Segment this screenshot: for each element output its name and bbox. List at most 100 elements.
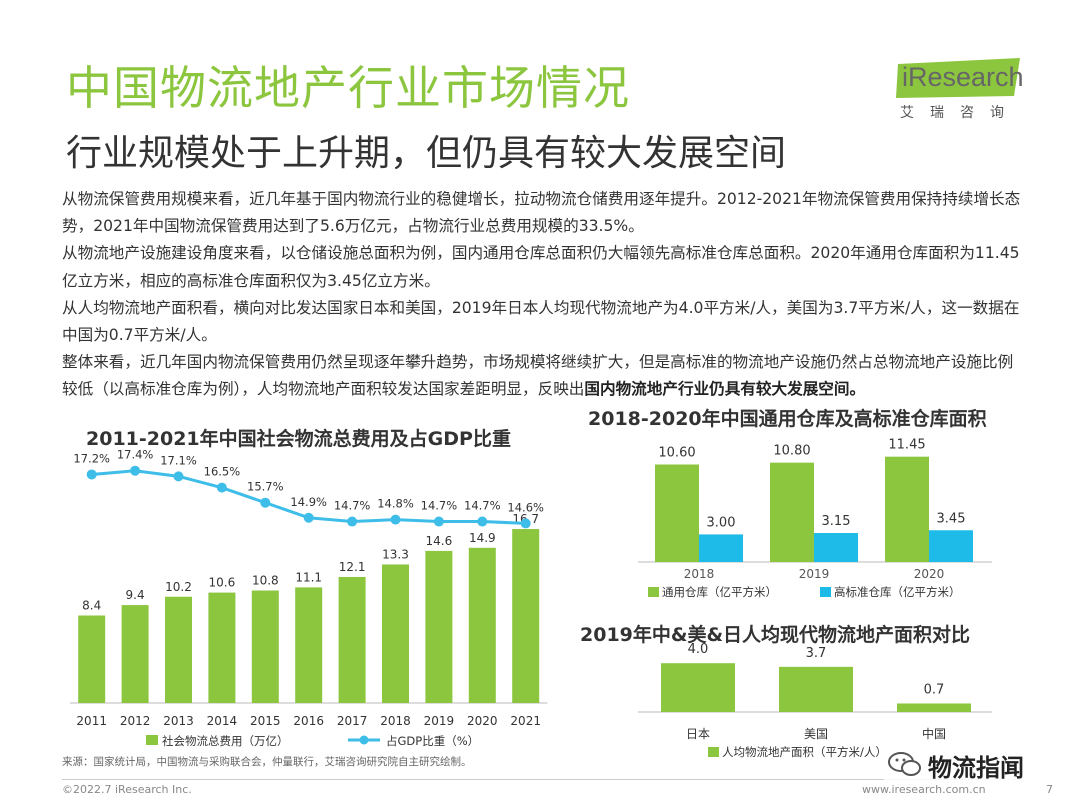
chart1-bar — [208, 592, 236, 703]
wechat-icon — [888, 752, 921, 776]
chart1-line-label: 17.4% — [117, 450, 154, 462]
iresearch-logo: iResearch 艾瑞咨询 — [896, 58, 1026, 124]
paragraph-2: 从物流地产设施建设角度来看，以仓储设施总面积为例，国内通用仓库总面积仍大幅领先高… — [62, 244, 1020, 290]
chart1-line-point — [86, 469, 97, 480]
chart1-x-tick: 2012 — [120, 714, 151, 728]
chart2-x-tick: 2019 — [799, 567, 830, 581]
chart1-bar — [295, 587, 323, 703]
chart1-line-label: 14.7% — [334, 499, 371, 513]
logo-text: iResearch — [902, 62, 1024, 92]
chart2-bar-highstandard-label: 3.15 — [822, 514, 851, 529]
chart1-line-point — [130, 465, 141, 476]
chart1-bar — [121, 605, 149, 703]
chart2-x-tick: 2020 — [914, 567, 945, 581]
chart1-line-point — [260, 497, 271, 508]
chart1-x-tick: 2013 — [163, 714, 194, 728]
chart3-legend-swatch — [708, 747, 719, 757]
copyright: ©2022.7 iResearch Inc. — [62, 783, 192, 796]
page-subtitle: 行业规模处于上升期，但仍具有较大发展空间 — [66, 133, 787, 174]
chart1-bar-label: 8.4 — [82, 599, 101, 613]
chart1-line-label: 17.2% — [73, 451, 110, 465]
chart2-legend-highstandard-swatch — [820, 587, 831, 597]
chart1-line-label: 14.7% — [464, 499, 501, 513]
chart1-line-label: 14.6% — [507, 500, 544, 514]
chart1-line-label: 16.5% — [204, 465, 241, 479]
chart3-bar-label: 4.0 — [688, 642, 709, 657]
chart1-logistics-cost: 8.4 2011 9.4 2012 10.2 2013 10.6 2014 10.8 2015 11… — [70, 450, 548, 748]
website-link[interactable]: www.iresearch.com.cn — [862, 783, 986, 796]
chart1-bar — [512, 529, 540, 703]
watermark: 物流指闻 — [884, 746, 1064, 782]
chart1-bar — [78, 615, 106, 703]
chart3-x-tick: 日本 — [686, 727, 710, 741]
paragraph-4-emphasis: 国内物流地产行业仍具有较大发展空间。 — [584, 380, 866, 399]
chart1-bar — [382, 564, 409, 703]
chart1-bar-label: 13.3 — [382, 547, 409, 561]
chart1-bar — [468, 547, 496, 703]
chart2-bar-general-label: 11.45 — [888, 438, 925, 453]
footer-divider — [62, 779, 1022, 780]
chart2-title: 2018-2020年中国通用仓库及高标准仓库面积 — [588, 408, 987, 430]
paragraph-3: 从人均物流地产面积看，横向对比发达国家日本和美国，2019年日本人均现代物流地产… — [62, 298, 1020, 345]
chart1-bar — [165, 596, 192, 703]
chart1-line-label: 14.8% — [377, 497, 414, 511]
chart1-line-label: 14.9% — [290, 495, 327, 509]
chart1-bar — [251, 590, 279, 703]
chart1-line-point — [216, 482, 227, 493]
chart1-bar-label: 10.2 — [165, 580, 192, 594]
page-number: 7 — [1046, 783, 1053, 796]
paragraph-4: 整体来看，近几年国内物流保管费用仍然呈现逐年攀升趋势，市场规模将继续扩大，但是高… — [62, 349, 1022, 403]
chart1-bar-label: 10.8 — [252, 574, 279, 588]
chart1-legend-line-marker — [359, 735, 369, 745]
chart2-bar-highstandard-label: 3.45 — [937, 511, 966, 526]
chart2-legend-general-swatch — [648, 587, 659, 597]
chart1-legend-bar-label: 社会物流总费用（万亿） — [162, 734, 289, 748]
chart1-bar — [425, 550, 453, 703]
chart3-legend-label: 人均物流地产面积（平方米/人） — [722, 745, 887, 759]
page-title: 中国物流地产行业市场情况 — [66, 61, 630, 115]
chart2-bar-highstandard — [814, 533, 858, 562]
chart1-x-tick: 2016 — [293, 714, 324, 728]
chart3-bar — [661, 663, 735, 712]
chart1-line-point — [477, 516, 488, 527]
chart1-title: 2011-2021年中国社会物流总费用及占GDP比重 — [86, 428, 511, 450]
chart2-bar-highstandard-label: 3.00 — [707, 515, 736, 530]
chart1-x-tick: 2015 — [250, 714, 281, 728]
chart1-bar-label: 10.6 — [209, 576, 236, 590]
chart1-line-point — [390, 514, 401, 525]
chart2-bar-general — [655, 464, 699, 562]
chart2-bar-general — [885, 456, 929, 562]
chart3-title: 2019年中&美&日人均现代物流地产面积对比 — [580, 624, 971, 646]
chart1-line-label: 14.7% — [421, 499, 458, 513]
chart3-bar — [897, 703, 971, 712]
chart1-x-tick: 2021 — [510, 714, 541, 728]
chart1-line-point — [303, 512, 314, 523]
chart2-warehouse-area: 10.60 3.00 2018 10.80 3.15 2019 11.45 3.45 2020 通… — [638, 438, 992, 599]
chart1-bar — [338, 576, 366, 703]
logo-subtext: 艾瑞咨询 — [900, 105, 1020, 121]
chart1-line-label: 15.7% — [247, 480, 284, 494]
paragraph-1: 从物流保管费用规模来看，近几年基于国内物流行业的稳健增长，拉动物流仓储费用逐年提… — [62, 190, 1021, 236]
chart1-x-tick: 2011 — [76, 714, 107, 728]
body-text: 从物流保管费用规模来看，近几年基于国内物流行业的稳健增长，拉动物流仓储费用逐年提… — [62, 186, 1022, 404]
chart1-line-point — [173, 471, 184, 482]
chart2-bar-highstandard — [929, 530, 973, 562]
chart1-x-tick: 2017 — [337, 714, 368, 728]
paragraph-4-text: 整体来看，近几年国内物流保管费用仍然呈现逐年攀升趋势，市场规模将继续扩大，但是高… — [62, 353, 1014, 399]
chart3-bar — [779, 666, 853, 712]
chart3-bar-label: 0.7 — [924, 682, 945, 697]
chart2-legend-general-label: 通用仓库（亿平方米） — [662, 585, 777, 599]
chart2-bar-general-label: 10.80 — [773, 444, 810, 459]
chart1-bar-label: 12.1 — [339, 560, 366, 574]
chart1-x-tick: 2020 — [467, 714, 498, 728]
chart2-x-tick: 2018 — [684, 567, 715, 581]
chart1-bar-label: 14.6 — [426, 534, 453, 548]
chart2-bar-highstandard — [699, 534, 743, 562]
chart1-x-tick: 2014 — [207, 714, 238, 728]
chart3-bar-label: 3.7 — [806, 646, 827, 661]
chart1-line-point — [433, 516, 444, 527]
chart1-legend-bar-swatch — [146, 735, 158, 745]
chart3-x-tick: 美国 — [804, 727, 828, 741]
chart1-line-point — [520, 518, 531, 529]
chart1-legend-line-label: 占GDP比重（%） — [386, 734, 479, 748]
